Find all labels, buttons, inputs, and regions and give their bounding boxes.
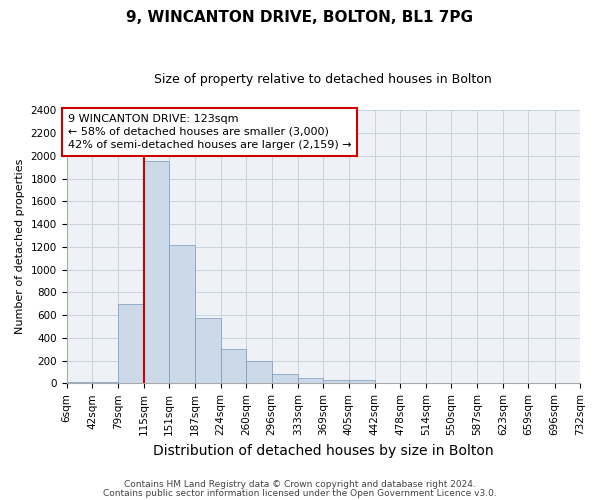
Bar	[375, 383, 400, 384]
Text: Contains HM Land Registry data © Crown copyright and database right 2024.: Contains HM Land Registry data © Crown c…	[124, 480, 476, 489]
Bar	[194, 318, 221, 384]
Text: Contains public sector information licensed under the Open Government Licence v3: Contains public sector information licen…	[103, 488, 497, 498]
Bar	[221, 349, 246, 384]
Bar	[272, 374, 298, 384]
Text: 9, WINCANTON DRIVE, BOLTON, BL1 7PG: 9, WINCANTON DRIVE, BOLTON, BL1 7PG	[127, 10, 473, 25]
X-axis label: Distribution of detached houses by size in Bolton: Distribution of detached houses by size …	[153, 444, 494, 458]
Bar	[349, 380, 375, 384]
Y-axis label: Number of detached properties: Number of detached properties	[15, 159, 25, 334]
Bar	[169, 244, 194, 384]
Bar	[92, 382, 118, 384]
Bar	[143, 162, 169, 384]
Bar	[298, 378, 323, 384]
Bar	[323, 380, 349, 384]
Text: 9 WINCANTON DRIVE: 123sqm
← 58% of detached houses are smaller (3,000)
42% of se: 9 WINCANTON DRIVE: 123sqm ← 58% of detac…	[68, 114, 352, 150]
Title: Size of property relative to detached houses in Bolton: Size of property relative to detached ho…	[154, 72, 492, 86]
Bar	[118, 304, 143, 384]
Bar	[67, 382, 92, 384]
Bar	[246, 360, 272, 384]
